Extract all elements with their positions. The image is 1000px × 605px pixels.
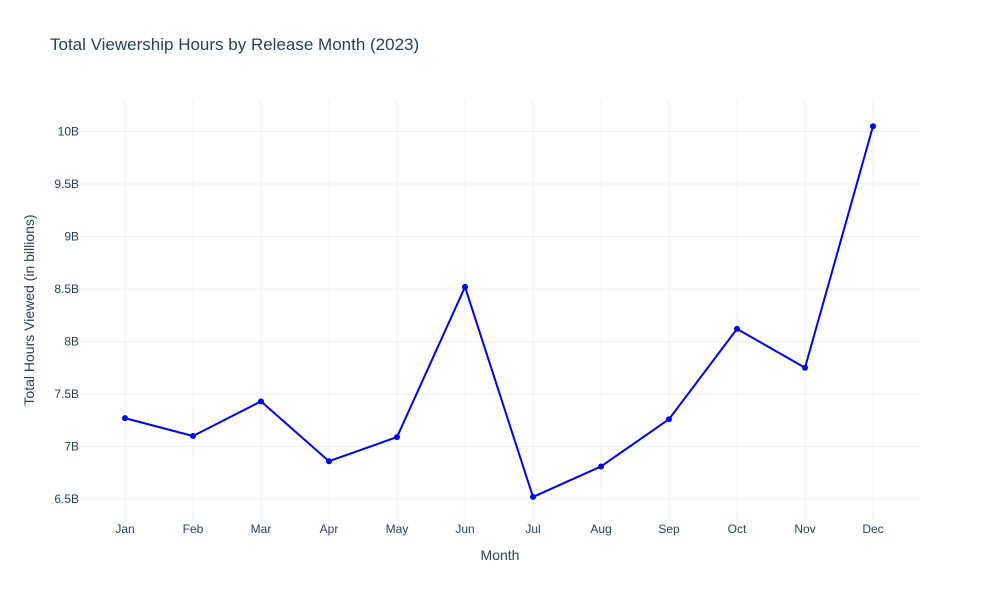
x-tick-label: Oct	[728, 522, 747, 536]
series-line	[124, 125, 874, 498]
y-tick-label: 8B	[64, 335, 79, 349]
series-layer	[122, 123, 876, 500]
y-tick-label: 9B	[64, 230, 79, 244]
x-tick-label: May	[386, 522, 409, 536]
y-axis-title: Total Hours Viewed (in billions)	[21, 214, 37, 405]
x-tick-label: Dec	[862, 522, 883, 536]
data-point-oct[interactable]	[734, 325, 740, 332]
x-tick-label: Sep	[658, 522, 680, 536]
data-point-aug[interactable]	[598, 463, 604, 470]
x-tick-label: Jun	[455, 522, 474, 536]
x-tick-label: Feb	[183, 522, 204, 536]
data-point-mar[interactable]	[258, 398, 264, 405]
x-tick-label: Nov	[794, 522, 815, 536]
data-point-feb[interactable]	[190, 433, 196, 439]
x-tick-label: Aug	[590, 522, 611, 536]
data-point-may[interactable]	[394, 434, 400, 441]
data-point-jun[interactable]	[462, 283, 468, 290]
y-tick-label: 6.5B	[54, 492, 79, 506]
x-tick-label: Apr	[320, 522, 339, 536]
x-tick-label: Jan	[115, 522, 134, 536]
y-tick-label: 10B	[58, 125, 79, 139]
y-tick-label: 8.5B	[54, 282, 79, 296]
x-axis-title: Month	[481, 547, 520, 563]
data-point-sep[interactable]	[666, 416, 672, 423]
data-point-jan[interactable]	[122, 415, 128, 422]
y-tick-label: 9.5B	[54, 177, 79, 191]
data-point-apr[interactable]	[326, 458, 332, 465]
y-tick-label: 7B	[64, 440, 79, 454]
x-tick-label: Jul	[525, 522, 540, 536]
y-tick-label: 7.5B	[54, 387, 79, 401]
data-point-dec[interactable]	[870, 123, 876, 130]
chart-title: Total Viewership Hours by Release Month …	[50, 35, 419, 54]
x-gridlines	[124, 100, 874, 520]
y-tick-labels: 6.5B 7B 7.5B 8B 8.5B 9B 9.5B 10B	[54, 125, 79, 507]
x-tick-labels: Jan Feb Mar Apr May Jun Jul Aug Sep Oct Nov Dec	[115, 522, 883, 536]
y-gridlines	[80, 131, 920, 500]
data-point-jul[interactable]	[530, 493, 536, 500]
x-tick-label: Mar	[251, 522, 272, 536]
data-point-nov[interactable]	[802, 364, 808, 371]
